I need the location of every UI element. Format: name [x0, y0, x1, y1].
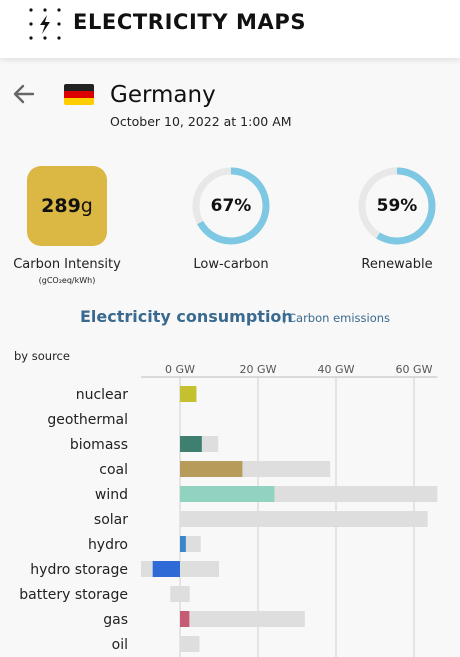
carbon-intensity-value: 289 — [41, 195, 81, 217]
category-label: hydro storage — [30, 562, 128, 578]
category-label: oil — [112, 637, 128, 653]
production-bar — [180, 386, 197, 402]
renewable-value: 59% — [376, 196, 418, 216]
x-tick-label: 20 GW — [240, 363, 277, 376]
production-bar-chart: 0 GW 20 GW 40 GW 60 GW nuclear geothermal biom… — [19, 363, 438, 657]
category-label: hydro — [88, 537, 128, 553]
category-label: gas — [103, 612, 128, 628]
x-tick-label: 40 GW — [318, 363, 355, 376]
production-bar — [152, 561, 180, 577]
carbon-intensity-unit-label: (gCO₂eq/kWh) — [38, 276, 96, 285]
low-carbon-value: 67% — [210, 196, 252, 216]
carbon-emissions-link[interactable]: Carbon emissions — [288, 311, 391, 325]
carbon-intensity-label: Carbon Intensity — [13, 257, 121, 272]
app-header: ELECTRICITY MAPS — [0, 0, 460, 58]
capacity-bar — [180, 511, 428, 527]
x-tick-label: 0 GW — [165, 363, 195, 376]
section-title-consumption[interactable]: Electricity consumption — [80, 307, 293, 326]
category-label: battery storage — [19, 587, 128, 603]
zone-datetime: October 10, 2022 at 1:00 AM — [110, 114, 292, 129]
flag-stripe-red — [64, 91, 94, 98]
renewable-ring-fill — [358, 167, 436, 245]
category-label: nuclear — [76, 387, 129, 403]
capacity-bar — [180, 636, 200, 652]
category-label: coal — [99, 462, 128, 478]
capacity-bar — [170, 586, 190, 602]
section-title-separator: | — [282, 309, 287, 324]
flag-stripe-gold — [64, 98, 94, 105]
country-flag — [64, 84, 94, 105]
production-bar — [180, 611, 190, 627]
renewable-ring — [358, 167, 436, 245]
carbon-intensity-unit: g — [80, 195, 93, 217]
production-bar — [180, 436, 202, 452]
category-label: biomass — [70, 437, 128, 453]
low-carbon-ring — [192, 167, 270, 245]
production-bar — [180, 461, 243, 477]
flag-stripe-black — [64, 84, 94, 91]
category-label: geothermal — [47, 412, 128, 428]
production-bar — [180, 486, 275, 502]
arrow-left-icon[interactable] — [11, 82, 37, 106]
lightning-dots-icon[interactable] — [28, 7, 62, 41]
x-tick-label: 60 GW — [396, 363, 433, 376]
production-bar — [180, 536, 186, 552]
zone-name: Germany — [110, 82, 216, 108]
by-source-label: by source — [14, 349, 70, 363]
carbon-intensity-badge: 289 g — [27, 166, 107, 246]
category-label: wind — [95, 487, 128, 503]
renewable-label: Renewable — [361, 257, 433, 272]
brand-title[interactable]: ELECTRICITY MAPS — [73, 10, 307, 34]
low-carbon-label: Low-carbon — [193, 257, 269, 272]
capacity-bar — [180, 611, 305, 627]
low-carbon-ring-fill — [192, 167, 270, 245]
category-label: solar — [94, 512, 128, 528]
